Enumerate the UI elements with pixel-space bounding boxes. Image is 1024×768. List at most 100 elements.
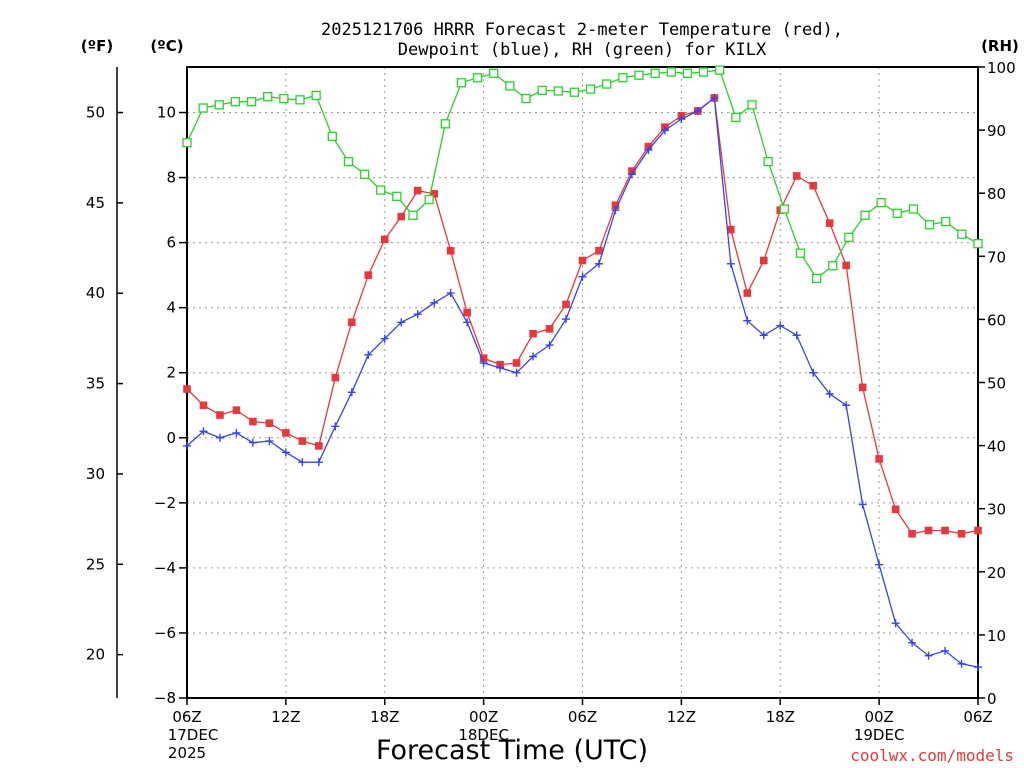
celsius-tick-label: −4	[154, 559, 176, 577]
temperature-data-point	[611, 201, 620, 210]
temperature-data-point	[545, 325, 554, 333]
dewpoint-series-line	[186, 96, 979, 668]
rh-data-point	[924, 220, 935, 230]
rh-data-point	[489, 68, 499, 78]
fahrenheit-tick-label: 50	[86, 104, 105, 122]
dewpoint-data-point	[578, 272, 587, 281]
rh-data-point	[472, 73, 483, 83]
rh-data-point	[779, 204, 789, 214]
x-tick-label: 12Z	[271, 708, 300, 726]
rh-data-point	[860, 210, 870, 220]
rh-data-point	[311, 90, 321, 101]
dewpoint-data-point	[611, 206, 620, 215]
rh-data-point	[408, 210, 418, 220]
fahrenheit-tick-label: 45	[86, 194, 105, 212]
rh-data-point	[650, 68, 660, 78]
rh-data-point	[376, 185, 386, 195]
rh-data-point	[731, 112, 741, 123]
rh-tick-label: 20	[987, 564, 1006, 582]
x-tick-date-label: 17DEC	[168, 726, 219, 744]
rh-data-point	[424, 194, 434, 205]
dewpoint-data-point	[941, 646, 950, 655]
dewpoint-data-point	[496, 363, 505, 372]
dewpoint-data-point	[677, 115, 686, 124]
x-tick-date-label: 19DEC	[854, 726, 905, 744]
rh-data-point	[844, 232, 854, 243]
dewpoint-data-point	[562, 315, 571, 324]
temperature-data-point	[759, 256, 768, 265]
rh-data-point	[521, 93, 531, 104]
dewpoint-data-point	[265, 437, 274, 446]
series	[182, 65, 983, 672]
temperature-data-point	[199, 401, 208, 410]
rh-data-point	[230, 97, 241, 107]
temperature-data-point	[974, 526, 982, 535]
dewpoint-data-point	[924, 651, 933, 660]
dewpoint-data-point	[364, 350, 373, 359]
temperature-data-point	[216, 411, 224, 419]
rh-tick-label: 80	[987, 185, 1006, 203]
celsius-tick-label: 0	[166, 429, 176, 447]
temperature-data-point	[595, 246, 603, 255]
temperature-data-point	[315, 442, 323, 450]
dewpoint-data-point	[248, 438, 257, 447]
dewpoint-data-point	[759, 331, 768, 340]
chart-title-line-1: 2025121706 HRRR Forecast 2-meter Tempera…	[321, 20, 843, 40]
temperature-data-point	[891, 505, 900, 514]
dewpoint-data-point	[825, 389, 834, 398]
temperature-data-point	[265, 419, 274, 427]
dewpoint-data-point	[199, 427, 208, 436]
dewpoint-data-point	[446, 289, 455, 298]
rh-data-point	[666, 67, 676, 77]
temperature-data-point	[463, 308, 471, 317]
temperature-data-point	[232, 406, 241, 414]
dewpoint-data-point	[627, 170, 636, 179]
temperature-data-point	[743, 289, 752, 297]
rh-data-point	[602, 79, 612, 89]
rh-data-point	[246, 97, 257, 107]
dewpoint-data-point	[232, 428, 241, 437]
temperature-data-point	[792, 172, 801, 180]
rh-data-point	[537, 85, 547, 95]
axes: −8−6−4−202468102025303540455001020304050…	[86, 59, 1016, 762]
x-tick-year-label: 2025	[168, 744, 206, 762]
x-tick-label: 00Z	[469, 708, 498, 726]
dewpoint-data-point	[463, 318, 472, 327]
dewpoint-data-point	[215, 433, 224, 442]
rh-data-point	[828, 261, 838, 271]
fahrenheit-tick-label: 20	[86, 646, 105, 664]
temperature-data-point	[397, 212, 406, 221]
rh-data-point	[973, 239, 983, 249]
x-tick-label: 12Z	[667, 708, 696, 726]
temperature-data-point	[249, 417, 257, 426]
temperature-data-point	[957, 529, 966, 538]
temperature-data-point	[446, 246, 455, 255]
temperature-data-point	[479, 354, 488, 362]
x-axis-label: Forecast Time (UTC)	[376, 735, 648, 766]
temperature-data-point	[727, 225, 735, 234]
celsius-tick-label: 10	[157, 104, 176, 122]
dewpoint-data-point	[957, 659, 966, 668]
celsius-unit-label: (ºC)	[150, 37, 183, 55]
fahrenheit-tick-label: 35	[86, 375, 105, 393]
dewpoint-data-point	[710, 93, 719, 102]
celsius-tick-label: 2	[166, 364, 176, 382]
temperature-data-point	[430, 190, 438, 198]
dewpoint-data-point	[594, 259, 603, 268]
dewpoint-data-point	[809, 368, 818, 377]
dewpoint-data-point	[693, 106, 702, 115]
x-tick-date-label: 18DEC	[458, 726, 509, 744]
temperature-data-point	[858, 383, 867, 392]
rh-data-point	[682, 68, 693, 78]
temperature-data-point	[331, 373, 340, 382]
rh-data-point	[715, 65, 725, 75]
rh-data-point	[214, 100, 224, 110]
rh-data-point	[182, 138, 192, 148]
rh-data-point	[279, 93, 289, 104]
rh-data-point	[892, 208, 902, 219]
dewpoint-data-point	[314, 458, 323, 467]
gridlines	[187, 67, 978, 698]
celsius-tick-label: 8	[166, 169, 176, 187]
dewpoint-data-point	[908, 638, 917, 647]
